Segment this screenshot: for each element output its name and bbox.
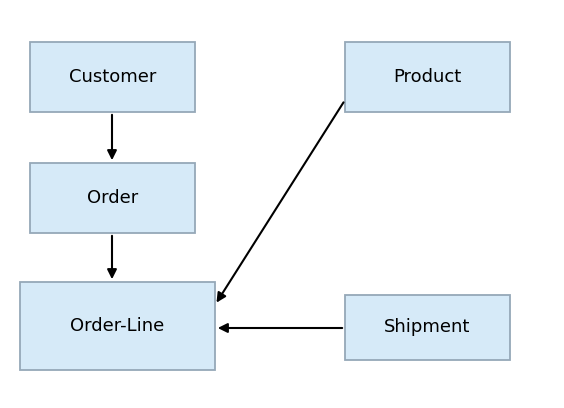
Bar (345, 42, 510, 112)
Text: Shipment: Shipment (384, 319, 471, 337)
Bar (20, 282, 215, 370)
Text: Order: Order (87, 189, 138, 207)
Bar (30, 163, 195, 233)
Text: Product: Product (393, 68, 461, 86)
Text: Customer: Customer (69, 68, 156, 86)
Bar (345, 295, 510, 360)
Bar (30, 42, 195, 112)
Text: Order-Line: Order-Line (70, 317, 165, 335)
